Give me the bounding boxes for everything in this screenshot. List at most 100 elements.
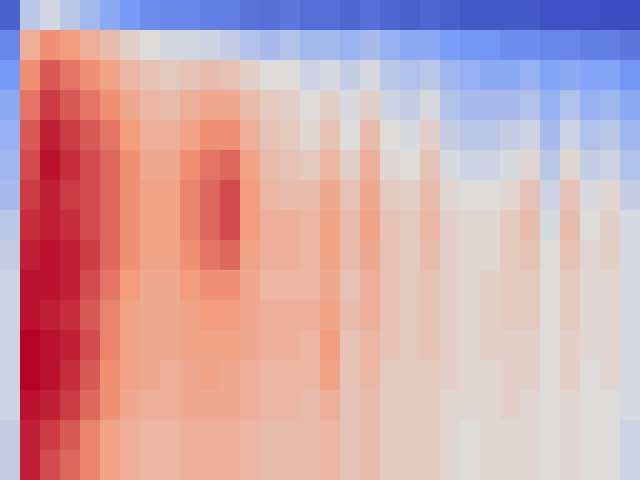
cell: [540, 390, 561, 421]
cell: [600, 150, 621, 181]
cell: [220, 330, 241, 361]
cell: [0, 210, 21, 241]
cell: [20, 330, 41, 361]
cell: [20, 90, 41, 121]
cell: [200, 150, 221, 181]
cell: [360, 270, 381, 301]
cell: [300, 60, 321, 91]
cell: [100, 30, 121, 61]
cell: [460, 30, 481, 61]
cell: [240, 420, 261, 451]
cell: [180, 120, 201, 151]
cell: [160, 300, 181, 331]
cell: [20, 420, 41, 451]
cell: [480, 300, 501, 331]
cell: [240, 0, 261, 31]
cell: [40, 390, 61, 421]
cell: [600, 300, 621, 331]
cell: [500, 420, 521, 451]
cell: [40, 90, 61, 121]
cell: [180, 0, 201, 31]
cell: [380, 240, 401, 271]
cell: [400, 60, 421, 91]
cell: [580, 180, 601, 211]
cell: [100, 120, 121, 151]
cell: [620, 120, 640, 151]
cell: [200, 330, 221, 361]
cell: [620, 420, 640, 451]
cell: [160, 210, 181, 241]
cell: [480, 30, 501, 61]
cell: [580, 300, 601, 331]
cell: [260, 90, 281, 121]
cell: [520, 180, 541, 211]
cell: [380, 450, 401, 480]
cell: [40, 150, 61, 181]
cell: [40, 30, 61, 61]
cell: [280, 240, 301, 271]
cell: [580, 450, 601, 480]
cell: [220, 420, 241, 451]
cell: [260, 390, 281, 421]
cell: [0, 120, 21, 151]
cell: [120, 0, 141, 31]
cell: [140, 210, 161, 241]
cell: [580, 120, 601, 151]
cell: [320, 450, 341, 480]
cell: [220, 360, 241, 391]
cell: [0, 360, 21, 391]
cell: [440, 330, 461, 361]
cell: [0, 90, 21, 121]
cell: [20, 450, 41, 480]
cell: [580, 30, 601, 61]
cell: [600, 360, 621, 391]
cell: [180, 420, 201, 451]
cell: [360, 240, 381, 271]
cell: [200, 300, 221, 331]
cell: [460, 210, 481, 241]
cell: [520, 120, 541, 151]
cell: [440, 0, 461, 31]
cell: [300, 270, 321, 301]
cell: [200, 210, 221, 241]
cell: [360, 0, 381, 31]
cell: [460, 330, 481, 361]
cell: [520, 360, 541, 391]
cell: [380, 60, 401, 91]
cell: [540, 0, 561, 31]
cell: [100, 420, 121, 451]
cell: [80, 60, 101, 91]
cell: [420, 330, 441, 361]
cell: [220, 60, 241, 91]
cell: [140, 30, 161, 61]
cell: [40, 330, 61, 361]
cell: [500, 0, 521, 31]
cell: [380, 180, 401, 211]
cell: [500, 330, 521, 361]
cell: [360, 390, 381, 421]
cell: [360, 120, 381, 151]
cell: [140, 150, 161, 181]
cell: [440, 390, 461, 421]
cell: [280, 30, 301, 61]
cell: [140, 300, 161, 331]
cell: [160, 420, 181, 451]
cell: [440, 450, 461, 480]
cell: [60, 60, 81, 91]
cell: [240, 120, 261, 151]
cell: [380, 420, 401, 451]
cell: [0, 150, 21, 181]
cell: [340, 150, 361, 181]
cell: [500, 210, 521, 241]
cell: [340, 0, 361, 31]
cell: [160, 30, 181, 61]
cell: [20, 0, 41, 31]
cell: [460, 180, 481, 211]
cell: [420, 450, 441, 480]
cell: [260, 240, 281, 271]
cell: [600, 240, 621, 271]
cell: [300, 420, 321, 451]
cell: [380, 270, 401, 301]
cell: [0, 420, 21, 451]
cell: [360, 30, 381, 61]
